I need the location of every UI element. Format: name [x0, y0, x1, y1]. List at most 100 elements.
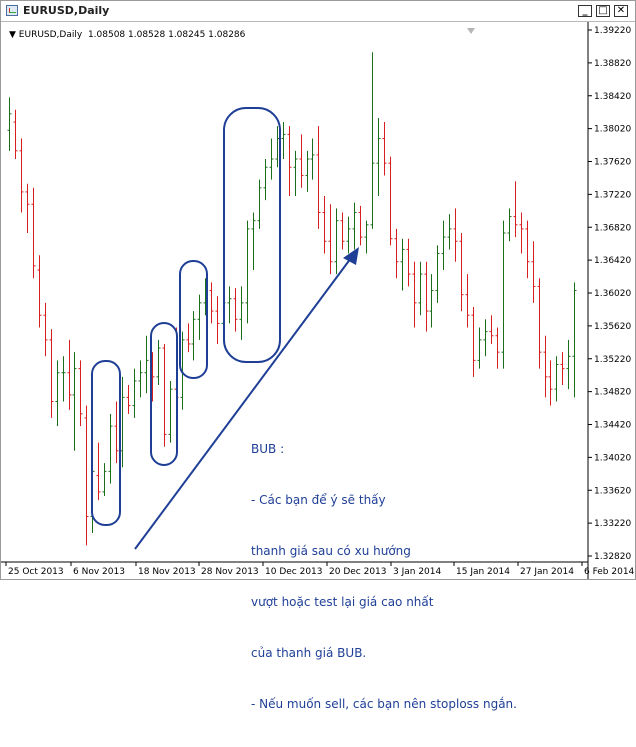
price-tick-label: 1.39220 — [594, 26, 631, 36]
price-tick-label: 1.34820 — [594, 388, 631, 398]
ohlc-bar — [132, 368, 137, 418]
ohlc-bar — [108, 413, 113, 484]
ohlc-bar — [346, 216, 351, 254]
ohlc-bar — [144, 335, 149, 394]
maximize-button[interactable]: □ — [596, 5, 610, 17]
ohlc-bar — [257, 179, 262, 229]
ohlc-bar — [138, 360, 143, 398]
ohlc-bar — [572, 282, 577, 398]
chart-shift-marker[interactable] — [467, 28, 475, 34]
ohlc-bar — [322, 196, 327, 254]
ohlc-bar — [305, 150, 310, 192]
price-axis: 1.39220 1.38820 1.38420 1.38020 1.37620 1.372… — [588, 26, 631, 562]
ohlc-bar — [376, 117, 381, 197]
ohlc-bar — [519, 212, 524, 254]
ohlc-bar — [513, 181, 518, 238]
ohlc-bar — [352, 202, 357, 250]
ohlc-values: 1.08508 1.08528 1.08245 1.08286 — [87, 30, 246, 40]
ohlc-bar — [263, 159, 268, 201]
ohlc-bar — [233, 288, 238, 332]
price-tick-label: 1.38820 — [594, 59, 631, 69]
ohlc-bar — [293, 150, 298, 197]
price-tick-label: 1.35220 — [594, 355, 631, 365]
ohlc-bar — [84, 405, 89, 546]
close-button[interactable]: ✕ — [614, 5, 628, 17]
ohlc-bar — [126, 385, 131, 414]
ohlc-bar — [388, 156, 393, 246]
ohlc-bar — [525, 220, 530, 279]
ohlc-bar — [328, 204, 333, 275]
price-tick-label: 1.38020 — [594, 125, 631, 135]
trend-arrow-line[interactable] — [134, 257, 352, 550]
bub-box-2[interactable] — [150, 322, 178, 466]
ohlc-bar — [477, 327, 482, 369]
ohlc-bar — [435, 245, 440, 303]
price-tick-label: 1.38420 — [594, 92, 631, 102]
time-tick-label: 15 Jan 2014 — [456, 567, 510, 577]
ohlc-bar — [394, 228, 399, 279]
ohlc-bar — [72, 352, 77, 451]
axes: 1.39220 1.38820 1.38420 1.38020 1.37620 1.372… — [1, 22, 635, 579]
ohlc-bar — [400, 238, 405, 291]
ohlc-bar — [316, 126, 321, 229]
ohlc-bar — [310, 138, 315, 180]
ohlc-bar — [209, 282, 214, 324]
ohlc-bar — [49, 329, 54, 418]
time-tick-label: 6 Nov 2013 — [73, 567, 125, 577]
ohlc-bar — [102, 463, 107, 497]
ohlc-bar — [162, 343, 167, 447]
ohlc-bar — [168, 380, 173, 443]
trend-arrow-head — [343, 247, 359, 265]
ohlc-bar — [31, 187, 36, 279]
ohlc-bar — [489, 315, 494, 344]
symbol-info: ▼ EURUSD,Daily 1.08508 1.08528 1.08245 1… — [9, 30, 246, 40]
time-tick-label: 27 Jan 2014 — [520, 567, 574, 577]
ohlc-bar — [465, 274, 470, 328]
price-tick-label: 1.33620 — [594, 486, 631, 496]
ohlc-bar — [197, 294, 202, 340]
ohlc-bar — [429, 274, 434, 328]
bub-box-3[interactable] — [179, 260, 208, 379]
time-tick-label: 18 Nov 2013 — [138, 567, 196, 577]
ohlc-bar — [441, 220, 446, 270]
ohlc-bar — [554, 356, 559, 402]
annotation-line-1: BUB : — [251, 442, 285, 456]
ohlc-bar — [251, 212, 256, 270]
ohlc-bar — [19, 138, 24, 213]
ohlc-bar — [67, 339, 72, 410]
ohlc-bar — [227, 286, 232, 324]
bub-box-4[interactable] — [223, 107, 281, 363]
ohlc-bar — [495, 327, 500, 369]
ohlc-bars — [7, 52, 577, 546]
ohlc-bar — [186, 323, 191, 353]
ohlc-bar — [245, 220, 250, 324]
annotation-text[interactable]: BUB : - Các bạn để ý sẽ thấy thanh giá s… — [251, 407, 517, 747]
time-tick-label: 10 Dec 2013 — [265, 567, 323, 577]
price-tick-label: 1.32820 — [594, 552, 631, 562]
time-tick-label: 3 Jan 2014 — [393, 567, 441, 577]
ohlc-bar — [114, 401, 119, 464]
ohlc-bar — [358, 205, 363, 246]
ohlc-bar — [424, 261, 429, 332]
ohlc-bar — [239, 286, 244, 340]
annotation-shapes — [91, 107, 359, 550]
ohlc-bar — [13, 109, 18, 160]
chart-window: 1.39220 1.38820 1.38420 1.38020 1.37620 1.372… — [0, 0, 636, 711]
price-tick-label: 1.36420 — [594, 256, 631, 266]
ohlc-bar — [340, 212, 345, 250]
annotation-line-4: vượt hoặc test lại giá cao nhất — [251, 595, 434, 609]
ohlc-bar — [406, 238, 411, 287]
ohlc-bar — [25, 183, 30, 234]
bub-box-1[interactable] — [91, 360, 121, 526]
minimize-button[interactable]: _ — [578, 5, 592, 17]
ohlc-bar — [566, 339, 571, 390]
ohlc-bar — [61, 356, 66, 402]
ohlc-bar — [7, 97, 12, 151]
time-tick-label: 20 Dec 2013 — [329, 567, 387, 577]
ohlc-bar — [55, 360, 60, 427]
annotation-line-6: - Nếu muốn sell, các bạn nên stoploss ng… — [251, 697, 517, 711]
ohlc-bar — [412, 261, 417, 328]
ohlc-bar — [483, 319, 488, 357]
time-axis: 25 Oct 2013 6 Nov 2013 18 Nov 2013 28 Nov 2… — [5, 562, 635, 577]
symbol-label: EURUSD,Daily — [18, 30, 83, 40]
